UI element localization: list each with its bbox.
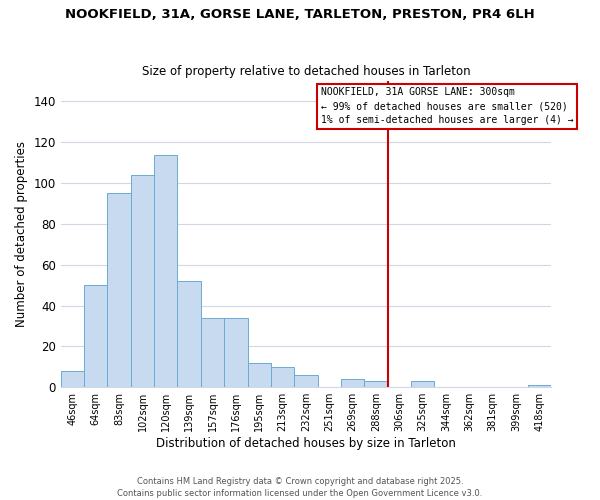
Text: NOOKFIELD, 31A, GORSE LANE, TARLETON, PRESTON, PR4 6LH: NOOKFIELD, 31A, GORSE LANE, TARLETON, PR… [65,8,535,20]
Bar [364,381,388,387]
Bar [411,381,434,387]
Bar [271,367,294,387]
X-axis label: Distribution of detached houses by size in Tarleton: Distribution of detached houses by size … [156,437,456,450]
Bar [107,194,131,387]
Bar [201,318,224,387]
Bar [224,318,248,387]
Bar [527,385,551,387]
Bar [178,281,201,387]
Y-axis label: Number of detached properties: Number of detached properties [15,141,28,327]
Bar [341,379,364,387]
Title: Size of property relative to detached houses in Tarleton: Size of property relative to detached ho… [142,66,470,78]
Bar [294,375,317,387]
Text: Contains HM Land Registry data © Crown copyright and database right 2025.
Contai: Contains HM Land Registry data © Crown c… [118,476,482,498]
Bar [84,285,107,387]
Text: NOOKFIELD, 31A GORSE LANE: 300sqm
← 99% of detached houses are smaller (520)
1% : NOOKFIELD, 31A GORSE LANE: 300sqm ← 99% … [320,87,573,125]
Bar [154,154,178,387]
Bar [131,175,154,387]
Bar [61,371,84,387]
Bar [248,362,271,387]
